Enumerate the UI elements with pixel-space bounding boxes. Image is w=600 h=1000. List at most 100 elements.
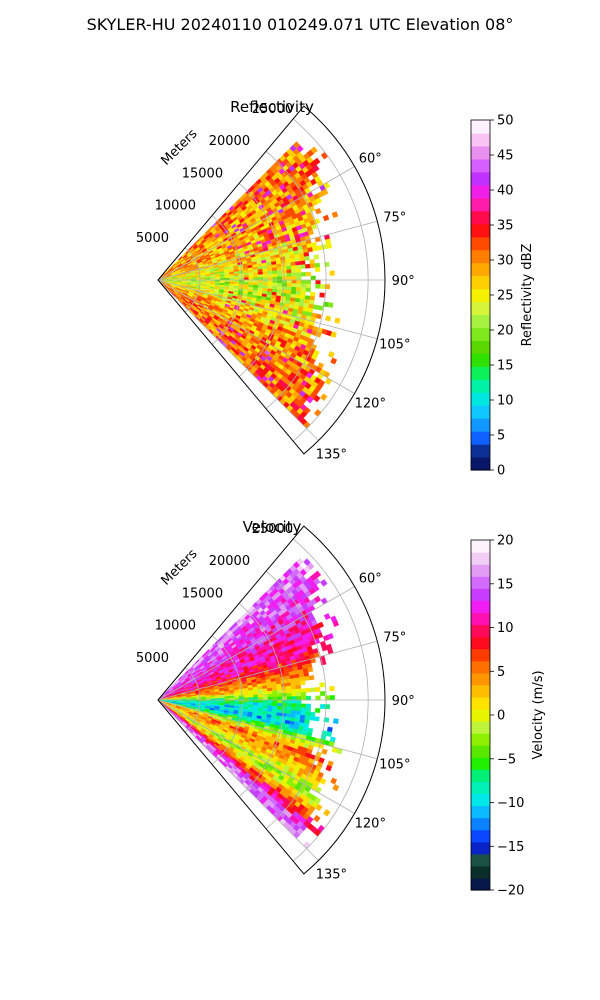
vel-data-cell (238, 695, 245, 699)
vel-data-cell (290, 685, 297, 690)
vel-colorbar-segment (471, 552, 490, 565)
refl-data-cell (309, 291, 316, 297)
refl-data-cell (301, 279, 307, 285)
refl-data-cell (291, 272, 297, 277)
refl-data-cell (276, 270, 283, 274)
vel-data-cell (262, 688, 268, 692)
vel-data-cell (282, 699, 288, 704)
vel-colorbar-tick-label: −5 (497, 752, 516, 767)
vel-azimuth-gridline (157, 586, 355, 701)
vel-data-cell (314, 716, 320, 722)
refl-data-cell (315, 283, 321, 289)
refl-data-cell (286, 276, 292, 281)
refl-grid (157, 118, 385, 442)
refl-data-cell (304, 255, 310, 261)
refl-data-cell (296, 283, 302, 288)
refl-data-cell (215, 276, 221, 279)
refl-data-cell (299, 260, 306, 266)
refl-colorbar-segment (471, 379, 490, 393)
vel-data-cell (238, 701, 245, 705)
refl-data-cell (306, 396, 314, 404)
vel-colorbar-tick-label: 0 (497, 709, 505, 724)
refl-data-cell (317, 305, 324, 311)
refl-data-cell (300, 291, 306, 296)
refl-data-cell (315, 331, 322, 338)
refl-colorbar-segment (471, 327, 490, 341)
vel-colorbar-segment (471, 805, 490, 819)
vel-data-cell (267, 696, 273, 701)
refl-data-cell (307, 247, 314, 253)
refl-data-cell (295, 261, 301, 266)
vel-data-cell (320, 704, 326, 709)
vel-data-cell (277, 693, 283, 698)
reflectivity-panel: Reflectivity Meters Reflectivity dBZ 60°… (136, 98, 535, 479)
refl-data-cell (277, 279, 283, 284)
refl-colorbar-segment (471, 340, 490, 354)
vel-azimuth-gridline (157, 640, 378, 701)
refl-colorbar-tick-label: 15 (497, 359, 514, 374)
vel-data-cell (262, 691, 268, 695)
vel-data-cell (296, 692, 302, 697)
refl-data-cell (277, 276, 283, 281)
refl-data-cell (296, 272, 302, 277)
vel-data-cell (325, 764, 333, 772)
refl-data-cell (309, 295, 315, 301)
refl-data-cell (331, 211, 339, 218)
refl-data-cell (267, 270, 273, 275)
refl-data-cell (312, 304, 319, 310)
refl-data-cell (296, 144, 304, 153)
refl-data-cell (248, 272, 254, 276)
refl-data-cell (276, 266, 282, 271)
vel-data-cell (313, 570, 322, 579)
refl-colorbar-tick-label: 35 (497, 219, 514, 234)
vel-data-cell (295, 688, 302, 693)
refl-radial-tick-label: 20000 (209, 134, 250, 149)
refl-data-cell (313, 218, 321, 225)
refl-azimuth-gridline (157, 279, 355, 394)
refl-data-cell (309, 259, 315, 265)
vel-data-cell (272, 702, 278, 707)
refl-data-cell (286, 269, 292, 274)
vel-colorbar-segment (471, 672, 490, 686)
refl-data-cell (262, 271, 268, 275)
refl-colorbar-segment (471, 288, 490, 303)
vel-data-cell (277, 699, 283, 704)
vel-data-cell (272, 693, 278, 698)
vel-data-cell (291, 699, 297, 704)
vel-data-cell (299, 676, 305, 682)
vel-colorbar-segment (471, 793, 490, 807)
refl-data-cell (253, 282, 259, 286)
vel-data-cell (309, 715, 315, 721)
vel-colorbar-segment (471, 576, 490, 589)
vel-azimuth-tick-label: 105° (379, 758, 410, 773)
vel-data-cell (282, 696, 288, 701)
refl-data-cell (327, 302, 334, 308)
refl-data-cell (272, 285, 278, 290)
vel-colorbar-segment (471, 757, 490, 770)
vel-data-cell (257, 705, 264, 709)
vel-colorbar-tick-label: 5 (497, 665, 505, 680)
vel-data-cell (248, 694, 254, 698)
vel-colorbar-segment (471, 829, 490, 843)
refl-colorbar-segment (471, 418, 490, 432)
vel-radial-tick-label: 20000 (209, 554, 250, 569)
refl-data-cell (295, 268, 302, 273)
vel-colorbar-segment (471, 817, 490, 831)
refl-colorbar-tick-label: 5 (497, 429, 505, 444)
vel-data-cell (321, 748, 328, 755)
refl-data-cell (295, 287, 302, 292)
refl-data-field (158, 141, 341, 429)
vel-data-cell (286, 703, 292, 708)
refl-data-cell (267, 273, 273, 278)
refl-data-cell (286, 272, 292, 277)
refl-data-cell (330, 331, 337, 338)
vel-data-cell (272, 696, 278, 701)
refl-colorbar-segment (471, 210, 490, 225)
vel-data-cell (315, 695, 321, 701)
vel-colorbar-segment (471, 540, 490, 553)
refl-colorbar-segment (471, 158, 490, 173)
vel-colorbar-segment (471, 853, 490, 867)
vel-data-cell (258, 697, 264, 701)
refl-data-cell (238, 275, 245, 279)
refl-data-cell (291, 279, 297, 284)
